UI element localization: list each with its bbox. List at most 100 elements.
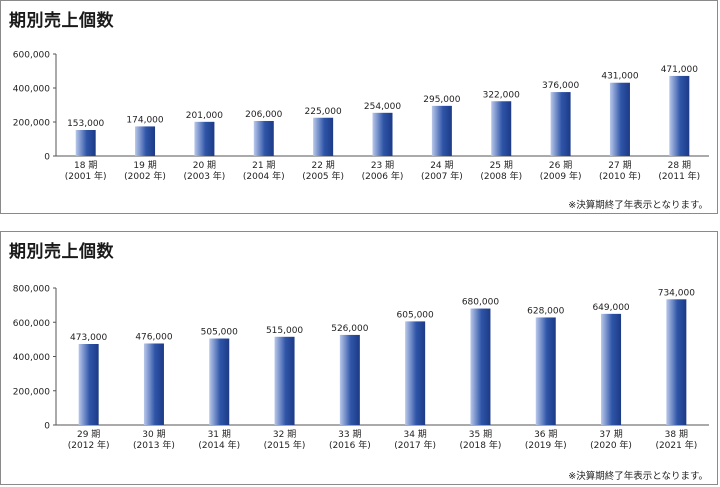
x-tick-label-period: 21 期 <box>252 160 275 171</box>
x-tick-label-period: 34 期 <box>403 429 426 440</box>
bar-value-label: 206,000 <box>245 110 282 120</box>
bar-value-label: 431,000 <box>601 72 638 82</box>
bar <box>550 92 571 156</box>
bar <box>405 321 426 425</box>
x-tick-label-year: (2019 年) <box>525 439 567 451</box>
bar <box>313 117 334 156</box>
chart-title: 期別売上個数 <box>9 11 114 31</box>
x-tick-label-period: 20 期 <box>193 160 216 171</box>
sales-chart-panel-1: 期別売上個数 0 200,000 400,000 600,000 153,000 18 期… <box>0 0 718 214</box>
x-tick-label-year: (2001 年) <box>65 170 107 182</box>
x-tick-label-year: (2015 年) <box>264 439 306 451</box>
x-tick-label-period: 35 期 <box>469 429 492 440</box>
fiscal-year-note: ※決算期終了年表示となります。 <box>568 471 708 482</box>
bar-value-label: 476,000 <box>135 332 172 342</box>
x-tick-label-period: 38 期 <box>665 429 688 440</box>
x-tick-label-period: 19 期 <box>133 160 156 171</box>
y-tick-label: 0 <box>44 153 50 163</box>
bar <box>669 75 690 156</box>
bar-value-label: 734,000 <box>658 288 695 298</box>
bar-value-label: 201,000 <box>186 111 223 121</box>
bar-value-label: 473,000 <box>70 333 107 343</box>
x-tick-label-year: (2011 年) <box>658 170 700 182</box>
x-tick-label-period: 31 期 <box>208 429 231 440</box>
bar <box>274 336 295 425</box>
bar-value-label: 505,000 <box>201 328 238 338</box>
bar <box>78 343 99 425</box>
bar-value-label: 526,000 <box>331 324 368 334</box>
y-tick-label: 200,000 <box>13 119 50 129</box>
y-tick-label: 400,000 <box>13 85 50 95</box>
x-tick-label-period: 23 期 <box>371 160 394 171</box>
bar <box>491 101 512 156</box>
bar-value-label: 153,000 <box>67 119 104 129</box>
x-tick-label-period: 25 期 <box>490 160 513 171</box>
y-tick-label: 0 <box>44 422 50 432</box>
x-tick-label-period: 29 期 <box>77 429 100 440</box>
x-tick-label-year: (2014 年) <box>198 439 240 451</box>
x-tick-label-period: 18 期 <box>74 160 97 171</box>
y-tick-label: 800,000 <box>13 285 50 295</box>
bar <box>609 82 630 156</box>
bar <box>253 120 274 156</box>
x-tick-label-year: (2012 年) <box>68 439 110 451</box>
x-tick-label-period: 24 期 <box>430 160 453 171</box>
bar <box>666 299 687 425</box>
bar <box>372 112 393 156</box>
bar-value-label: 515,000 <box>266 326 303 336</box>
x-tick-label-year: (2004 年) <box>243 170 285 182</box>
bar-value-label: 254,000 <box>364 102 401 112</box>
x-tick-label-year: (2016 年) <box>329 439 371 451</box>
y-tick-label: 200,000 <box>13 387 50 397</box>
y-tick-label: 600,000 <box>13 319 50 329</box>
bar-value-label: 225,000 <box>305 107 342 117</box>
bar <box>431 105 452 156</box>
bar <box>209 338 230 425</box>
y-tick-label: 400,000 <box>13 353 50 363</box>
x-tick-label-period: 22 期 <box>311 160 334 171</box>
bar-value-label: 295,000 <box>423 95 460 105</box>
bar <box>135 126 156 156</box>
x-tick-label-period: 30 期 <box>142 429 165 440</box>
bar-value-label: 680,000 <box>462 298 499 308</box>
x-tick-label-period: 27 期 <box>608 160 631 171</box>
bar-value-label: 174,000 <box>126 115 163 125</box>
fiscal-year-note: ※決算期終了年表示となります。 <box>568 200 708 211</box>
bar-chart-2001-2011: 0 200,000 400,000 600,000 153,000 18 期(2001 年… <box>13 51 709 182</box>
x-tick-label-period: 26 期 <box>549 160 572 171</box>
bar-value-label: 628,000 <box>527 306 564 316</box>
y-tick-label: 600,000 <box>13 51 50 61</box>
sales-chart-panel-2: 期別売上個数 0 200,000 400,000 600,000 800,000 473,… <box>0 231 718 485</box>
x-tick-label-year: (2003 年) <box>184 170 226 182</box>
x-tick-label-year: (2005 年) <box>302 170 344 182</box>
bar <box>470 308 491 425</box>
bar-value-label: 376,000 <box>542 81 579 91</box>
x-tick-label-year: (2020 年) <box>590 439 632 451</box>
x-tick-label-year: (2021 年) <box>655 439 697 451</box>
bar <box>143 343 164 425</box>
x-tick-label-year: (2006 年) <box>362 170 404 182</box>
bar <box>194 121 215 156</box>
x-tick-label-period: 32 期 <box>273 429 296 440</box>
x-tick-label-year: (2007 年) <box>421 170 463 182</box>
bar-value-label: 471,000 <box>661 65 698 75</box>
x-tick-label-year: (2018 年) <box>460 439 502 451</box>
x-tick-label-year: (2010 年) <box>599 170 641 182</box>
x-tick-label-year: (2008 年) <box>480 170 522 182</box>
bar-value-label: 649,000 <box>592 303 629 313</box>
bar <box>75 129 96 156</box>
bar <box>535 317 556 425</box>
chart-title: 期別売上個数 <box>9 242 114 262</box>
x-tick-label-period: 36 期 <box>534 429 557 440</box>
bar-value-label: 605,000 <box>397 310 434 320</box>
x-tick-label-period: 28 期 <box>668 160 691 171</box>
bar-value-label: 322,000 <box>483 90 520 100</box>
bar <box>601 313 622 425</box>
x-tick-label-year: (2002 年) <box>124 170 166 182</box>
x-tick-label-year: (2017 年) <box>394 439 436 451</box>
x-tick-label-period: 33 期 <box>338 429 361 440</box>
x-tick-label-year: (2009 年) <box>540 170 582 182</box>
bar-chart-2012-2021: 0 200,000 400,000 600,000 800,000 473,000 29 期… <box>13 285 709 451</box>
x-tick-label-period: 37 期 <box>599 429 622 440</box>
bar <box>339 334 360 425</box>
